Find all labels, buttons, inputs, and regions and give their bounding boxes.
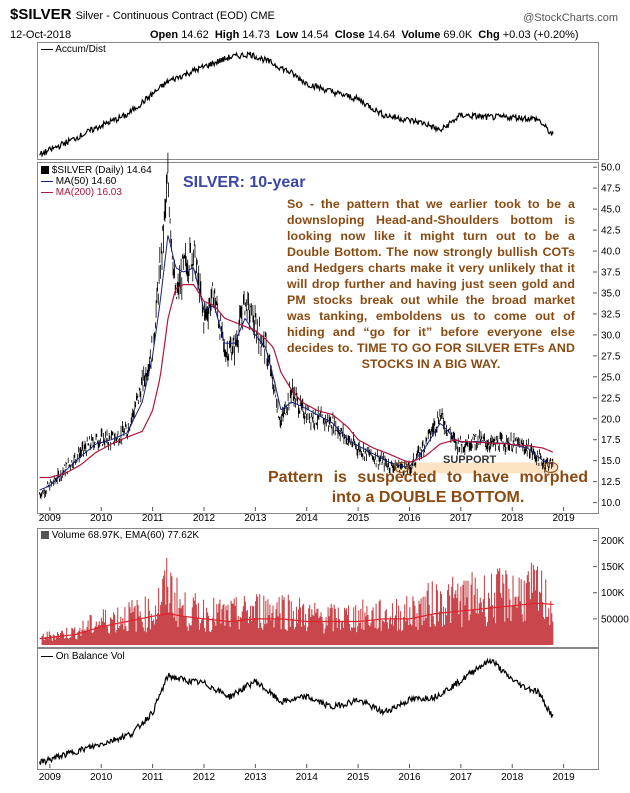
- price-series: [39, 152, 554, 500]
- price-x-tick-label: 2017: [450, 513, 473, 524]
- support-label: SUPPORT: [443, 454, 497, 466]
- accum-dist-panel: [37, 42, 599, 160]
- price-y-tick-label: 15.0: [601, 456, 621, 467]
- ma200-series: [39, 284, 553, 479]
- ma50-legend-label: MA(50) 14.60: [55, 176, 117, 187]
- symbol: $SILVER: [10, 6, 72, 23]
- volume-y-tick-label: 100K: [601, 588, 625, 599]
- ma200-legend-label: MA(200) 16.03: [55, 187, 122, 198]
- subtitle: Silver - Continuous Contract (EOD) CME: [75, 10, 275, 22]
- price-x-tick-label: 2016: [398, 513, 421, 524]
- bottom-marker-2: [543, 461, 559, 473]
- close-label: Close: [334, 29, 365, 41]
- obv-legend-label: On Balance Vol: [55, 651, 125, 662]
- price-x-tick-label: 2009: [39, 513, 62, 524]
- price-y-tick-label: 27.5: [601, 351, 621, 362]
- obv-x-tick-label: 2012: [193, 772, 216, 783]
- low-value: 14.54: [301, 29, 329, 41]
- price-legend-main: $SILVER (Daily) 14.64: [41, 165, 152, 176]
- price-y-tick-label: 20.0: [601, 414, 621, 425]
- price-y-tick-label: 32.5: [601, 309, 621, 320]
- obv-x-tick-label: 2015: [347, 772, 370, 783]
- ohlc-readout: Open 14.62 High 14.73 Low 14.54 Close 14…: [150, 29, 579, 41]
- obv-x-tick-label: 2014: [296, 772, 319, 783]
- price-x-tick-label: 2014: [296, 513, 319, 524]
- accum-legend: Accum/Dist: [41, 44, 106, 55]
- price-y-tick-label: 12.5: [601, 477, 621, 488]
- volume-label: Volume: [401, 29, 441, 41]
- obv-x-tick-label: 2017: [450, 772, 473, 783]
- obv-series: [39, 657, 554, 766]
- obv-x-tick-label: 2019: [552, 772, 575, 783]
- chart-date: 12-Oct-2018: [10, 29, 72, 41]
- price-y-tick-label: 42.5: [601, 226, 621, 237]
- ma200-legend: MA(200) 16.03: [41, 187, 152, 198]
- open-value: 14.62: [181, 29, 209, 41]
- volume-bars: [41, 557, 554, 645]
- high-label: High: [214, 29, 240, 41]
- price-y-tick-label: 37.5: [601, 268, 621, 279]
- price-y-tick-label: 45.0: [601, 205, 621, 216]
- price-x-tick-label: 2011: [142, 513, 164, 524]
- chart-title: $SILVER Silver - Continuous Contract (EO…: [10, 6, 275, 23]
- annotation-title: SILVER: 10-year: [183, 174, 306, 191]
- volume-y-tick-label: 200K: [601, 536, 625, 547]
- volume-legend: Volume 68.97K, EMA(60) 77.62K: [41, 530, 199, 541]
- price-x-tick-label: 2012: [193, 513, 216, 524]
- price-y-tick-label: 17.5: [601, 435, 621, 446]
- accum-legend-label: Accum/Dist: [55, 44, 106, 55]
- obv-x-tick-label: 2018: [501, 772, 524, 783]
- volume-y-tick-label: 150K: [601, 562, 625, 573]
- price-panel: [37, 162, 599, 514]
- volume-ema-series: [39, 602, 554, 640]
- obv-legend: On Balance Vol: [41, 651, 125, 662]
- volume-y-tick-label: 50000: [601, 614, 629, 625]
- chg-label: Chg: [478, 29, 500, 41]
- price-y-tick-label: 35.0: [601, 288, 621, 299]
- support-band: [394, 462, 559, 474]
- price-y-tick-label: 40.0: [601, 247, 621, 258]
- obv-panel: [37, 648, 599, 770]
- price-y-tick-label: 47.5: [601, 184, 621, 195]
- close-value: 14.64: [367, 29, 396, 41]
- price-y-tick-label: 30.0: [601, 330, 621, 341]
- accum-dist-series: [39, 51, 554, 158]
- bottom-marker-1: [394, 461, 410, 473]
- volume-legend-label: Volume 68.97K, EMA(60) 77.62K: [51, 530, 200, 541]
- chg-value: +0.03 (+0.20%): [502, 29, 579, 41]
- price-y-tick-label: 50.0: [601, 163, 621, 174]
- volume-value: 69.0K: [443, 29, 473, 41]
- annotation-body: So - the pattern that we earlier took to…: [287, 197, 575, 371]
- obv-x-tick-label: 2016: [398, 772, 421, 783]
- stockcharts-logo: @StockCharts.com: [523, 12, 618, 24]
- price-legend: $SILVER (Daily) 14.64 MA(50) 14.60 MA(20…: [41, 165, 152, 198]
- open-label: Open: [150, 29, 179, 41]
- price-x-tick-label: 2015: [347, 513, 370, 524]
- ma50-legend: MA(50) 14.60: [41, 176, 152, 187]
- price-y-tick-label: 10.0: [601, 498, 621, 509]
- obv-x-tick-label: 2009: [39, 772, 62, 783]
- obv-x-tick-label: 2011: [142, 772, 164, 783]
- obv-x-tick-label: 2013: [244, 772, 267, 783]
- annotation-bottom: Pattern is suspected to have morphed int…: [268, 469, 588, 506]
- obv-x-tick-label: 2010: [90, 772, 113, 783]
- price-x-tick-label: 2010: [90, 513, 113, 524]
- price-x-tick-label: 2019: [552, 513, 575, 524]
- price-y-tick-label: 25.0: [601, 372, 621, 383]
- high-value: 14.73: [242, 29, 270, 41]
- low-label: Low: [276, 29, 299, 41]
- price-y-tick-label: 22.5: [601, 393, 621, 404]
- price-x-tick-label: 2013: [244, 513, 267, 524]
- price-legend-label: $SILVER (Daily) 14.64: [51, 165, 152, 176]
- price-x-tick-label: 2018: [501, 513, 524, 524]
